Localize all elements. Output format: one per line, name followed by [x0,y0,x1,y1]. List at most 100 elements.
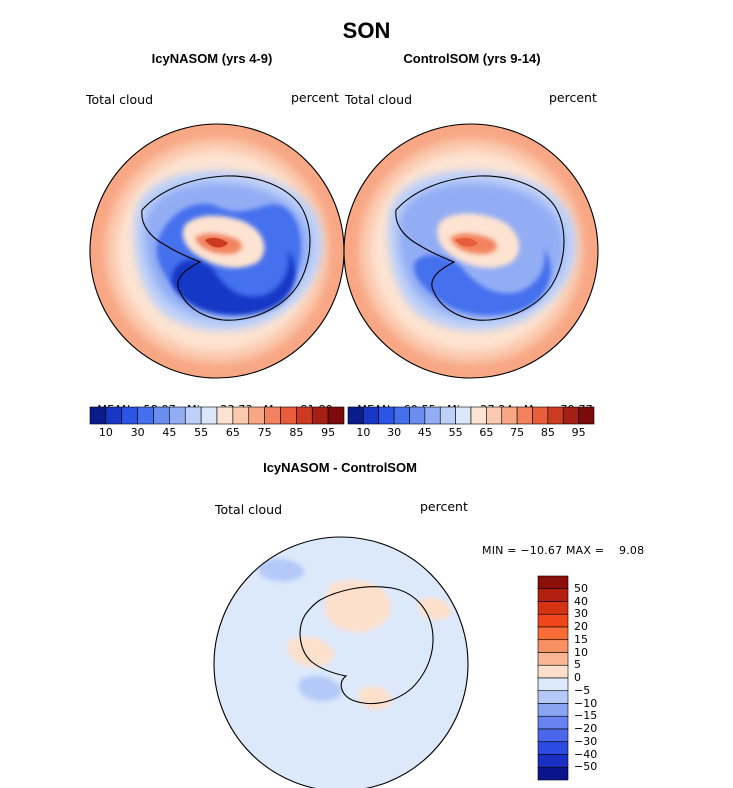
colorbar-swatch [537,652,569,666]
colorbar-tick-label: 10 [574,645,588,659]
colorbar-tick-label: 55 [448,426,463,439]
colorbar-swatch [409,406,426,425]
colorbar-tick-label: 10 [356,426,371,439]
map-controlsom [343,123,599,379]
map-boundary [343,123,599,379]
colorbar-tick-label: 45 [162,426,177,439]
colorbar-tick-label: 15 [574,632,588,646]
colorbar-swatch [537,754,569,768]
field-band-minus5-0 [214,537,468,788]
colorbar-swatch [516,406,533,425]
colorbar-swatch [537,677,569,692]
colorbar-swatch [296,406,313,425]
panel-title-icynasom: IcyNASOM (yrs 4-9) [151,51,273,66]
colorbar-swatch [216,406,234,425]
colorbar-tick-label: −20 [574,722,598,735]
field-band-80 [455,237,478,247]
colorbar-tick-label: 75 [257,426,272,439]
colorbar-swatch [547,406,564,425]
colorbar-swatch [264,406,281,425]
colorbar-swatch [424,406,441,425]
units-label: percent [549,90,597,105]
panel-title-controlsom: ControlSOM (yrs 9-14) [403,51,541,66]
units-label: percent [291,90,339,105]
colorbar-swatch [105,406,123,425]
units-label: percent [420,499,468,514]
field-band-minus10 [298,675,342,702]
colorbar-controlsom [347,406,595,425]
colorbar-tick-label: 20 [574,620,588,633]
field-band-0-5 [324,580,391,633]
variable-label: Total cloud [345,92,413,107]
colorbar-tick-label: 65 [225,426,240,439]
antarctica-coastline [395,175,565,321]
colorbar-swatch [562,406,579,425]
colorbar-tick-label: 40 [574,594,588,608]
colorbar-swatch [537,664,569,679]
colorbar-swatch [537,588,569,602]
colorbar-swatch [537,690,569,704]
colorbar-tick-label: −40 [574,747,598,761]
colorbar-tick-label: 5 [574,658,581,672]
colorbar-swatch [470,406,487,425]
colorbar-swatch [153,406,170,425]
colorbar-swatch [200,406,218,425]
colorbar-swatch [537,741,569,755]
colorbar-swatch [89,406,107,425]
colorbar-tick-label: 75 [510,426,525,439]
page-title: SON [342,18,391,43]
colorbar-tick-label: −15 [574,709,598,723]
antarctica-coastline [299,586,434,705]
colorbar-tick-label: 95 [321,426,336,439]
colorbar-swatch [378,406,395,425]
colorbar-swatch [347,406,364,425]
colorbar-swatch [537,575,569,590]
colorbar-swatch [537,766,569,781]
variable-label: Total cloud [215,502,283,517]
colorbar-tick-label: −50 [574,760,598,774]
minmax-readout: MIN = −10.67 MAX = 9.08 [482,544,645,557]
colorbar-tick-label: 0 [574,671,581,684]
colorbar-tick-label: 30 [574,607,588,621]
colorbar-swatch [248,406,265,425]
colorbar-swatch [537,728,569,743]
colorbar-tick-label: 10 [98,426,113,439]
field-band-0-5 [417,597,452,621]
map-icynasom [89,123,345,379]
panel-title-difference: IcyNASOM - ControlSOM [263,460,417,475]
colorbar-tick-label: 95 [571,426,586,439]
colorbar-tick-label: 55 [194,426,209,439]
colorbar-swatch [311,406,329,425]
colorbar-tick-label: −5 [574,683,591,697]
colorbar-swatch [280,406,297,425]
colorbar-swatch [578,406,595,425]
colorbar-swatch [486,406,503,425]
colorbar-swatch [393,406,410,425]
colorbar-tick-label: 30 [130,426,145,439]
colorbar-tick-label: 85 [540,426,555,439]
colorbar-swatch [532,406,549,425]
colorbar-swatch [439,406,456,425]
colorbar-tick-label: −10 [574,696,598,710]
colorbar-swatch [327,406,345,425]
colorbar-swatch [537,601,569,615]
colorbar-swatch [537,639,569,653]
colorbar-icynasom [89,406,345,425]
antarctica-coastline [141,175,311,321]
colorbar-swatch [455,406,472,425]
colorbar-tick-label: 65 [479,426,494,439]
variable-label: Total cloud [86,92,154,107]
colorbar-swatch [169,406,186,425]
map-boundary [213,536,469,788]
colorbar-tick-label: −30 [574,734,598,748]
colorbar-swatch [537,703,569,717]
colorbar-swatch [537,715,569,730]
colorbar-swatch [501,406,518,425]
field-band-85 [205,237,228,248]
field-band-20 [171,250,296,316]
colorbar-swatch [184,406,202,425]
colorbar-tick-label: 30 [387,426,402,439]
field-band-0-5 [287,636,335,667]
colorbar-difference [537,575,569,781]
